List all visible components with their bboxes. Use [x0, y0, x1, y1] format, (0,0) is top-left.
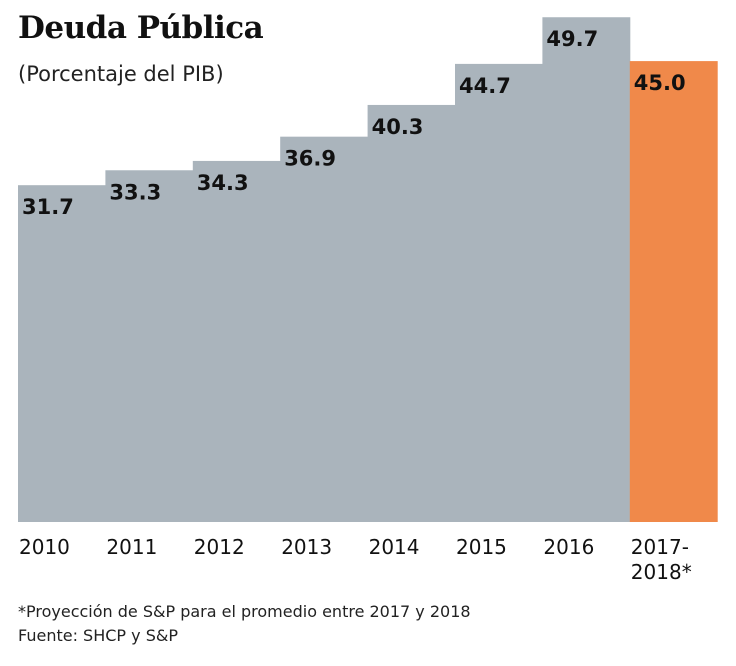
value-label: 36.9 [284, 147, 336, 171]
bar-0 [18, 185, 106, 522]
bar-3 [280, 136, 369, 522]
value-label: 44.7 [459, 74, 511, 98]
category-label: 2017- [631, 535, 689, 559]
bar-6 [542, 17, 631, 522]
value-label: 33.3 [109, 180, 161, 204]
bar-1 [105, 170, 194, 522]
category-label: 2012 [194, 535, 245, 559]
value-label: 34.3 [197, 171, 249, 195]
category-label: 2010 [19, 535, 70, 559]
bar-5 [455, 63, 543, 522]
category-label: 2016 [543, 535, 594, 559]
footnote-projection: *Proyección de S&P para el promedio entr… [18, 602, 471, 621]
chart-subtitle: (Porcentaje del PIB) [18, 62, 224, 86]
value-label: 31.7 [22, 195, 74, 219]
category-label: 2015 [456, 535, 507, 559]
value-label: 45.0 [634, 71, 686, 95]
bar-2 [192, 160, 281, 522]
chart-title: Deuda Pública [18, 10, 264, 46]
bar-4 [367, 104, 456, 522]
bar-chart: 31.7 2010 33.3 2011 34.3 2012 36.9 2013 40.3 2014… [18, 17, 718, 584]
value-label: 40.3 [372, 115, 424, 139]
category-label: 2014 [369, 535, 420, 559]
category-label: 2013 [281, 535, 332, 559]
bar-7 [629, 61, 718, 523]
category-label: 2011 [106, 535, 157, 559]
category-label: 2018* [631, 560, 692, 584]
value-label: 49.7 [546, 27, 598, 51]
footnote-source: Fuente: SHCP y S&P [18, 626, 178, 645]
